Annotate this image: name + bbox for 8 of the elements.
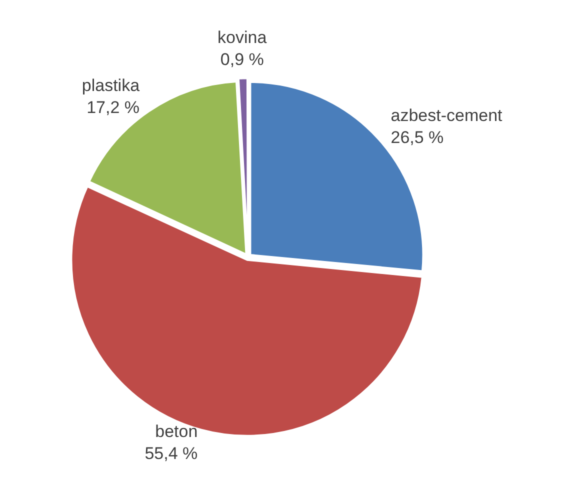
slice-label: azbest-cement bbox=[390, 106, 503, 125]
data-label: 0,9 % bbox=[220, 50, 264, 69]
data-label: 55,4 % bbox=[144, 444, 198, 464]
slice-label: kovina bbox=[218, 28, 268, 47]
slice-label: plastika bbox=[82, 76, 140, 96]
data-label: 17,2 % bbox=[86, 98, 140, 118]
slice-label: beton bbox=[155, 422, 198, 442]
data-label: 26,5 % bbox=[390, 128, 444, 147]
